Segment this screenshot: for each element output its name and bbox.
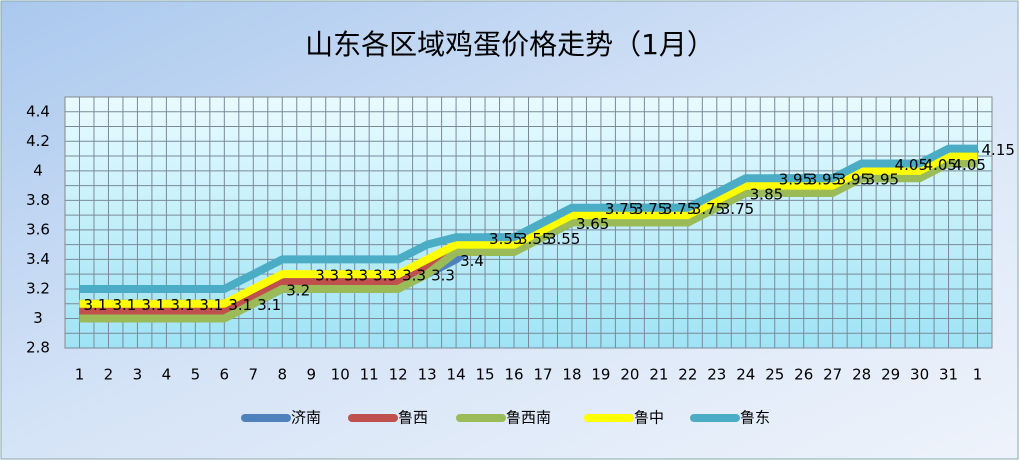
x-tick-label: 6: [220, 366, 230, 384]
y-tick-label: 4.2: [26, 132, 50, 150]
data-label: 3.95: [837, 171, 870, 189]
data-label: 3.75: [663, 200, 696, 218]
x-tick-label: 22: [678, 366, 697, 384]
data-label: 3.2: [286, 281, 310, 299]
data-label: 3.75: [605, 200, 638, 218]
x-tick-label: 24: [736, 366, 755, 384]
series-line: [79, 159, 978, 323]
data-label: 3.75: [721, 200, 754, 218]
legend-label: 鲁西: [398, 409, 428, 427]
x-tick-label: 2: [104, 366, 114, 384]
x-tick-label: 1: [973, 366, 983, 384]
x-tick-label: 1: [75, 366, 85, 384]
x-tick-label: 31: [939, 366, 958, 384]
x-tick-label: 7: [249, 366, 259, 384]
series-line: [79, 144, 978, 293]
y-tick-label: 2.8: [26, 339, 50, 357]
data-label: 3.55: [547, 230, 580, 248]
data-label: 4.15: [982, 141, 1015, 159]
data-label: 3.75: [634, 200, 667, 218]
x-tick-label: 5: [191, 366, 201, 384]
data-label: 3.65: [576, 215, 609, 233]
x-tick-label: 19: [591, 366, 610, 384]
data-label: 3.75: [692, 200, 725, 218]
data-label: 3.1: [83, 296, 107, 314]
data-label: 4.05: [924, 156, 957, 174]
x-tick-label: 18: [562, 366, 581, 384]
data-label: 3.95: [808, 171, 841, 189]
data-label: 4.05: [953, 156, 986, 174]
x-tick-label: 12: [389, 366, 408, 384]
data-label: 3.1: [170, 296, 194, 314]
series-line: [79, 152, 978, 308]
x-tick-label: 17: [533, 366, 552, 384]
data-label: 3.3: [402, 267, 426, 285]
x-tick-label: 28: [852, 366, 871, 384]
x-tick-label: 27: [823, 366, 842, 384]
chart-title: 山东各区域鸡蛋价格走势（1月）: [305, 28, 715, 61]
data-label: 3.85: [750, 185, 783, 203]
x-tick-label: 29: [881, 366, 900, 384]
y-tick-label: 3.4: [26, 250, 50, 268]
x-tick-label: 21: [649, 366, 668, 384]
data-label: 3.3: [315, 267, 339, 285]
legend-label: 鲁西南: [506, 409, 551, 427]
data-label: 3.3: [373, 267, 397, 285]
data-label: 3.55: [518, 230, 551, 248]
x-tick-label: 8: [277, 366, 287, 384]
data-label: 3.3: [431, 267, 455, 285]
x-tick-label: 13: [418, 366, 437, 384]
y-tick-label: 3.6: [26, 220, 50, 238]
x-tick-label: 30: [910, 366, 929, 384]
x-tick-label: 3: [133, 366, 143, 384]
data-label: 3.3: [344, 267, 368, 285]
data-label: 3.1: [257, 296, 281, 314]
data-label: 3.1: [112, 296, 136, 314]
x-tick-label: 9: [306, 366, 316, 384]
x-tick-label: 10: [331, 366, 350, 384]
x-tick-label: 20: [620, 366, 639, 384]
x-tick-label: 26: [794, 366, 813, 384]
data-label: 3.1: [141, 296, 165, 314]
data-label: 3.4: [460, 252, 484, 270]
x-tick-label: 23: [707, 366, 726, 384]
y-tick-label: 4.4: [26, 102, 50, 120]
data-label: 3.1: [199, 296, 223, 314]
x-tick-label: 15: [476, 366, 495, 384]
x-tick-label: 11: [360, 366, 379, 384]
data-label: 3.55: [489, 230, 522, 248]
x-tick-label: 14: [447, 366, 466, 384]
x-tick-label: 25: [765, 366, 784, 384]
data-label: 3.1: [228, 296, 252, 314]
y-tick-label: 3.2: [26, 279, 50, 297]
x-tick-label: 4: [162, 366, 172, 384]
y-tick-label: 3.8: [26, 191, 50, 209]
data-label: 4.05: [895, 156, 928, 174]
y-tick-label: 4: [33, 161, 43, 179]
legend-label: 鲁东: [740, 409, 770, 427]
x-tick-label: 16: [504, 366, 523, 384]
data-label: 3.95: [866, 171, 899, 189]
y-tick-label: 3: [33, 309, 43, 327]
legend-label: 济南: [291, 409, 321, 427]
legend-label: 鲁中: [634, 409, 664, 427]
data-label: 3.95: [779, 171, 812, 189]
